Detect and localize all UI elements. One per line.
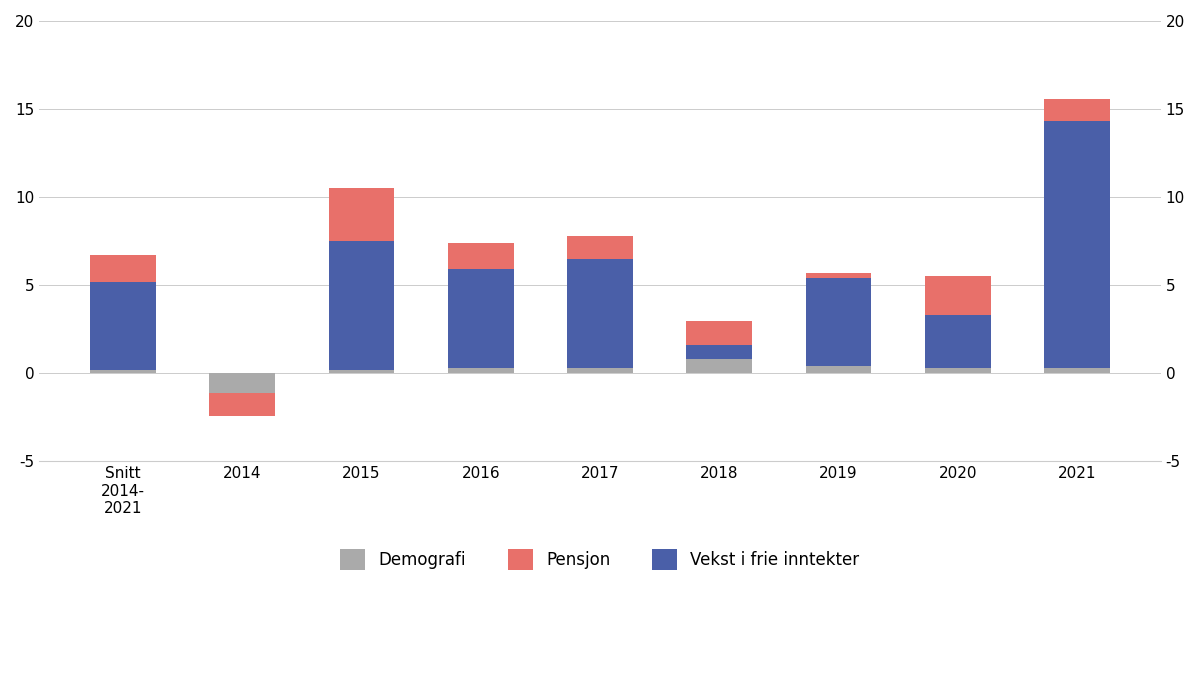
Legend: Demografi, Pensjon, Vekst i frie inntekter: Demografi, Pensjon, Vekst i frie inntekt… <box>334 543 866 577</box>
Bar <box>448 368 514 373</box>
Bar <box>925 276 991 315</box>
Bar <box>90 255 156 282</box>
Bar <box>805 273 871 278</box>
Bar <box>925 368 991 373</box>
Bar <box>1044 368 1110 373</box>
Bar <box>329 370 395 373</box>
Bar <box>805 278 871 367</box>
Bar <box>90 282 156 370</box>
Bar <box>90 370 156 373</box>
Bar <box>1044 122 1110 368</box>
Bar <box>686 321 752 345</box>
Bar <box>568 236 632 259</box>
Bar <box>1044 98 1110 122</box>
Bar <box>686 359 752 373</box>
Bar <box>805 367 871 373</box>
Bar <box>329 188 395 241</box>
Bar <box>448 243 514 269</box>
Bar <box>209 373 275 410</box>
Bar <box>568 259 632 368</box>
Bar <box>686 345 752 359</box>
Bar <box>925 315 991 368</box>
Bar <box>329 241 395 370</box>
Bar <box>568 368 632 373</box>
Bar <box>448 269 514 368</box>
Bar <box>209 393 275 416</box>
Bar <box>209 410 275 416</box>
